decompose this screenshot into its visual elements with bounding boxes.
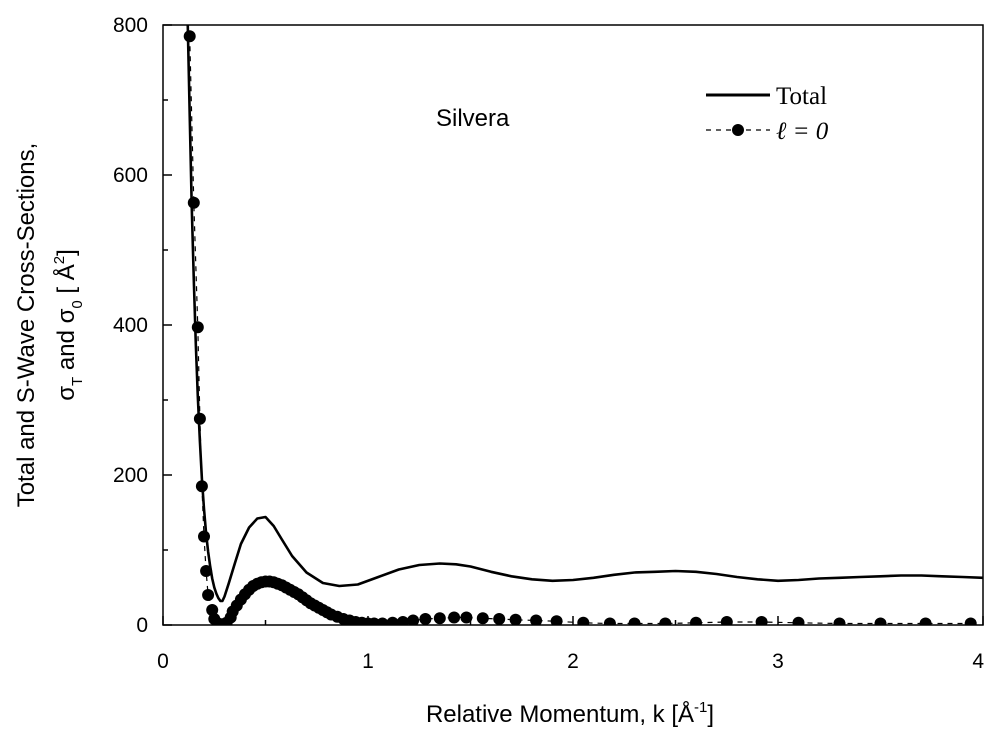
x-tick-label: 4 [972, 650, 984, 673]
data-point-s-wave [386, 616, 399, 625]
data-point-s-wave [964, 617, 977, 625]
y-axis-title-line1: Total and S-Wave Cross-Sections, [13, 143, 40, 508]
data-point-s-wave [183, 30, 196, 43]
data-point-s-wave [193, 412, 206, 425]
x-tick-label: 0 [157, 650, 169, 673]
y-axis-title-line2: σT and σ0 [ Å2] [51, 249, 86, 401]
data-point-s-wave [476, 612, 489, 625]
data-point-s-wave [833, 617, 846, 625]
series-layer [183, 25, 983, 625]
y-axis-sub-t: T [69, 377, 86, 386]
y-tick-labels: 0 200 400 600 800 [113, 14, 148, 637]
data-point-s-wave [690, 616, 702, 625]
data-point-s-wave [191, 321, 204, 334]
data-point-s-wave [433, 612, 446, 625]
data-point-s-wave [919, 617, 932, 625]
x-tick-labels: 0 1 2 3 4 [157, 650, 984, 673]
data-point-s-wave [198, 530, 210, 543]
y-axis-sigma-t: σ [53, 386, 80, 401]
data-point-s-wave [720, 616, 733, 625]
y-axis-unit-sup: 2 [51, 256, 68, 264]
data-point-s-wave [628, 617, 641, 625]
y-axis-sub-0: 0 [69, 300, 86, 308]
data-point-s-wave [195, 480, 208, 493]
data-point-s-wave [874, 617, 887, 625]
data-point-s-wave [460, 611, 473, 624]
data-point-s-wave [659, 617, 672, 625]
axis-ticks [162, 24, 984, 626]
data-point-s-wave [792, 616, 805, 625]
data-point-s-wave [577, 616, 590, 625]
y-tick-label: 400 [113, 314, 148, 337]
plot-frame [162, 24, 984, 626]
x-axis-title-sup: -1 [694, 699, 707, 716]
series-line-s-wave [189, 36, 971, 625]
y-tick-label: 800 [113, 14, 148, 37]
data-point-s-wave [187, 196, 200, 209]
legend-label-total: Total [776, 83, 827, 110]
data-point-s-wave [202, 589, 215, 601]
y-axis-unit-close: ] [53, 249, 80, 256]
chart-annotation: Silvera [436, 105, 510, 132]
x-axis-title-end: ] [707, 701, 714, 728]
legend-marker-s-wave [732, 124, 744, 136]
x-axis-title-main: Relative Momentum, k [Å [426, 700, 694, 728]
data-point-s-wave [206, 604, 219, 616]
x-tick-label: 2 [567, 650, 579, 673]
data-point-s-wave [530, 614, 543, 625]
data-point-s-wave [755, 616, 768, 625]
y-axis-unit-open: [ Å [52, 264, 80, 300]
data-point-s-wave [376, 617, 389, 625]
x-tick-label: 1 [362, 650, 374, 673]
data-point-s-wave [407, 614, 420, 625]
data-point-s-wave [448, 611, 461, 624]
y-axis-title: Total and S-Wave Cross-Sections, σT and … [13, 143, 86, 508]
data-point-s-wave [200, 565, 213, 577]
data-point-s-wave [396, 616, 409, 625]
plot-border [162, 24, 984, 626]
legend: Total ℓ = 0 [706, 83, 829, 145]
x-tick-label: 3 [772, 650, 784, 673]
y-tick-label: 600 [113, 164, 148, 187]
y-tick-label: 0 [136, 614, 148, 637]
legend-label-s-wave: ℓ = 0 [776, 118, 829, 145]
y-axis-and-sigma: and σ [53, 308, 80, 376]
data-point-s-wave [550, 615, 563, 625]
x-axis-title: Relative Momentum, k [Å-1] [426, 699, 714, 728]
y-tick-label: 200 [113, 464, 148, 487]
data-point-s-wave [419, 613, 432, 625]
data-point-s-wave [493, 613, 506, 625]
series-line-total [186, 25, 983, 603]
data-point-s-wave [603, 617, 616, 625]
data-point-s-wave [509, 613, 522, 625]
